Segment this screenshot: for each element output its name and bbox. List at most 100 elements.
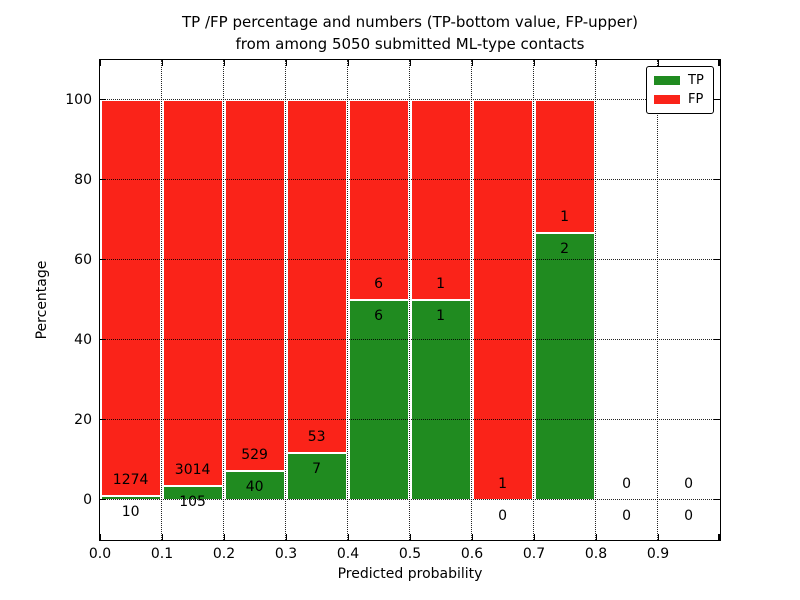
x-tick-mark: [471, 533, 473, 540]
x-tick-mark: [471, 59, 473, 66]
x-tick-label-0.6: 0.6: [460, 546, 484, 562]
gridline-v-0.7: [533, 59, 535, 540]
x-tick-label-0.0: 0.0: [88, 546, 112, 562]
x-tick-mark: [347, 533, 349, 540]
y-tick-label-40: 40: [74, 332, 92, 348]
bar-segment-fp: [410, 99, 471, 300]
gridline-v-0.4: [347, 59, 349, 540]
y-tick-mark: [713, 178, 720, 181]
bar-count-label-tp: 105: [179, 494, 206, 511]
bar-segment-tp: [348, 299, 409, 500]
bar-count-label-fp: 3014: [174, 462, 211, 479]
gridline-v-0.3: [285, 59, 287, 540]
y-tick-label-20: 20: [74, 412, 92, 428]
bar-segment-tp: [286, 452, 347, 500]
y-tick-label-0: 0: [83, 492, 92, 508]
tp-color-swatch: [654, 76, 680, 85]
legend-item-fp: FP: [654, 92, 713, 107]
chart-title: TP /FP percentage and numbers (TP-bottom…: [60, 11, 760, 55]
bar-count-label-fp: 53: [307, 428, 326, 445]
bar-count-label-tp: 10: [121, 504, 140, 521]
x-tick-mark: [409, 59, 411, 66]
x-tick-mark: [657, 59, 659, 66]
x-tick-mark: [161, 59, 163, 66]
gridline-v-0.6: [471, 59, 473, 540]
bar-count-label-fp: 1274: [112, 472, 149, 489]
x-tick-label-0.2: 0.2: [212, 546, 236, 562]
plot-area: 1274 10 3014 105 529 40 53 7 6 6 1 1 1 0 1 2 0 0 0 0: [98, 58, 721, 541]
bar-segment-tp: [534, 232, 595, 500]
x-tick-mark: [533, 533, 535, 540]
legend-item-tp: TP: [654, 73, 713, 88]
bar-count-label-fp: 0: [684, 475, 694, 492]
gridline-v-0.1: [161, 59, 163, 540]
legend-label-fp: FP: [688, 92, 704, 107]
x-tick-mark: [285, 59, 287, 66]
x-tick-mark: [595, 59, 597, 66]
x-tick-mark: [657, 533, 659, 540]
bar-count-label-fp: 529: [241, 447, 268, 464]
bar-segment-fp: [472, 99, 533, 500]
x-tick-mark: [161, 533, 163, 540]
bar-count-label-tp: 6: [374, 307, 384, 324]
bar-segment-tp: [410, 299, 471, 500]
bar-count-label-tp: 2: [560, 240, 570, 257]
bar-count-label-tp: 0: [498, 507, 508, 524]
y-tick-mark: [99, 418, 106, 421]
x-tick-label-0.3: 0.3: [274, 546, 298, 562]
y-tick-mark: [713, 418, 720, 421]
bar-segment-fp: [162, 99, 223, 487]
bar-segment-tp: [100, 496, 161, 500]
y-tick-mark: [99, 98, 106, 101]
x-tick-label-0.5: 0.5: [398, 546, 422, 562]
x-tick-mark: [718, 59, 720, 66]
bar-count-label-fp: 0: [622, 475, 632, 492]
y-tick-mark: [713, 338, 720, 341]
bar-count-label-fp: 1: [498, 475, 508, 492]
x-tick-mark: [595, 533, 597, 540]
gridline-v-0.5: [409, 59, 411, 540]
y-tick-mark: [713, 258, 720, 261]
y-tick-label-100: 100: [65, 92, 92, 108]
bar-segment-fp: [224, 99, 285, 472]
x-tick-mark: [223, 59, 225, 66]
bar-count-label-fp: 6: [374, 275, 384, 292]
y-tick-mark: [99, 178, 106, 181]
gridline-v-0.8: [595, 59, 597, 540]
bar-count-label-tp: 0: [684, 507, 694, 524]
x-tick-mark: [347, 59, 349, 66]
x-tick-mark: [223, 533, 225, 540]
x-tick-label-0.1: 0.1: [150, 546, 174, 562]
bar-count-label-tp: 1: [436, 307, 446, 324]
gridline-v-0.9: [657, 59, 659, 540]
x-tick-mark: [409, 533, 411, 540]
legend-label-tp: TP: [688, 73, 704, 88]
y-tick-mark: [99, 258, 106, 261]
y-axis-label: Percentage: [34, 260, 50, 340]
bar-count-label-tp: 0: [622, 507, 632, 524]
x-tick-label-0.7: 0.7: [522, 546, 546, 562]
gridline-v-0.2: [223, 59, 225, 540]
chart-title-line2: from among 5050 submitted ML-type contac…: [235, 35, 585, 53]
bar-count-label-fp: 1: [560, 208, 570, 225]
y-tick-mark: [99, 498, 106, 501]
x-tick-mark: [285, 533, 287, 540]
bar-segment-tp: [224, 471, 285, 500]
bar-count-label-tp: 40: [245, 479, 264, 496]
chart-title-line1: TP /FP percentage and numbers (TP-bottom…: [182, 13, 638, 31]
y-tick-label-80: 80: [74, 172, 92, 188]
x-tick-mark: [99, 533, 101, 540]
x-tick-label-0.4: 0.4: [336, 546, 360, 562]
x-tick-mark: [718, 533, 720, 540]
x-tick-mark: [99, 59, 101, 66]
fp-color-swatch: [654, 95, 680, 104]
bar-segment-tp: [162, 486, 223, 500]
x-axis-label: Predicted probability: [337, 566, 483, 582]
bar-count-label-tp: 7: [312, 460, 322, 477]
bar-count-label-fp: 1: [436, 275, 446, 292]
y-tick-mark: [713, 498, 720, 501]
y-tick-mark: [713, 98, 720, 101]
x-tick-mark: [533, 59, 535, 66]
bar-segment-fp: [348, 99, 409, 300]
